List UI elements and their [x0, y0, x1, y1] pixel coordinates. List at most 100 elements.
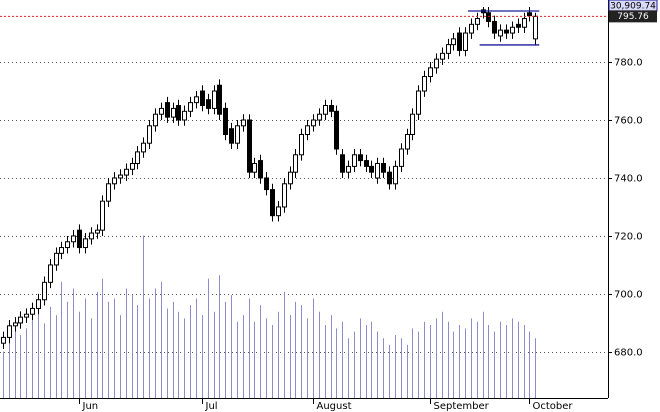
candle-body [457, 32, 462, 51]
candle-body [381, 162, 386, 173]
candle-body [159, 107, 164, 115]
candle-body [141, 142, 146, 153]
x-tick-label: Jul [205, 401, 218, 412]
candle-body [428, 67, 433, 78]
candle-body [358, 154, 363, 162]
candle-body [293, 154, 298, 173]
candle-body [375, 162, 380, 179]
candle-body [475, 18, 480, 25]
y-tick-label: 720.0 [614, 232, 643, 243]
candle-body [206, 99, 211, 109]
candle-body [217, 84, 222, 115]
candle-body [486, 12, 491, 22]
candle-body [18, 316, 23, 324]
y-tick-label: 780.0 [614, 58, 643, 69]
candle-body [399, 148, 404, 167]
candle-body [270, 189, 275, 217]
candle-body [54, 252, 59, 266]
candle-body [135, 151, 140, 164]
candle-body [264, 177, 269, 191]
candle-body [346, 165, 351, 173]
candle-body [153, 113, 158, 127]
candle-body [352, 154, 357, 167]
candle-body [369, 165, 374, 173]
candle-body [282, 183, 287, 208]
candle-body [299, 134, 304, 156]
last-price-box [609, 10, 657, 23]
candle-body [147, 125, 152, 144]
candle-body [317, 113, 322, 121]
candle-body [212, 90, 217, 109]
candle-body [252, 162, 257, 173]
candle-body [13, 322, 18, 327]
candle-body [106, 183, 111, 202]
candle-body [247, 119, 252, 173]
y-tick-label: 760.0 [614, 116, 643, 127]
last-price-label: 795.76 [617, 12, 649, 22]
candle-body [305, 125, 310, 136]
index-tag: 30,909.74 [610, 2, 656, 12]
candle-body [112, 177, 117, 185]
candle-body [48, 264, 53, 283]
candle-body [30, 307, 35, 315]
candle-body [89, 232, 94, 240]
candle-body [77, 229, 82, 249]
candle-body [1, 336, 6, 344]
candle-body [416, 90, 421, 115]
candle-body [229, 128, 234, 144]
candle-body [182, 110, 187, 121]
candle-body [533, 15, 538, 40]
candle-body [516, 23, 521, 28]
candle-body [276, 206, 281, 217]
candle-body [527, 12, 532, 17]
candle-body [311, 119, 316, 127]
candle-body [100, 200, 105, 231]
candle-body [200, 90, 205, 107]
candle-body [522, 18, 527, 28]
candle-body [83, 238, 88, 249]
candle-body [440, 52, 445, 60]
candle-body [235, 125, 240, 144]
candle-body [241, 119, 246, 127]
x-tick-label: August [317, 401, 352, 412]
candle-body [176, 105, 181, 121]
candle-body [422, 76, 427, 92]
candle-body [194, 96, 199, 104]
candle-body [130, 162, 135, 170]
candle-body [71, 235, 76, 243]
candle-body [188, 102, 193, 112]
candle-body [258, 160, 263, 179]
y-tick-label: 700.0 [614, 290, 643, 301]
candle-body [340, 154, 345, 173]
x-tick-label: Jun [82, 401, 99, 412]
candle-body [59, 247, 64, 254]
candle-body [36, 299, 41, 309]
candle-body [504, 29, 509, 34]
candle-body [492, 20, 497, 34]
candle-body [469, 23, 474, 34]
candle-body [451, 38, 456, 46]
candle-body [171, 107, 176, 118]
x-tick-label: September [434, 401, 490, 412]
candle-body [446, 44, 451, 54]
candle-body [165, 102, 170, 118]
candle-body [7, 325, 12, 338]
candle-body [364, 160, 369, 167]
candle-body [510, 26, 515, 34]
candle-body [405, 134, 410, 150]
candle-body [334, 110, 339, 150]
candle-body [24, 313, 29, 318]
candle-body [95, 229, 100, 234]
candle-body [498, 29, 503, 37]
candle-body [329, 105, 334, 112]
candle-body [288, 171, 293, 185]
candle-body [410, 113, 415, 136]
candle-body [118, 174, 123, 179]
candle-body [223, 107, 228, 136]
candle-body [463, 32, 468, 51]
candle-body [387, 171, 392, 185]
y-tick-label: 680.0 [614, 348, 643, 359]
x-tick-label: October [533, 401, 574, 412]
candle-body [65, 241, 70, 249]
candle-body [42, 281, 47, 301]
